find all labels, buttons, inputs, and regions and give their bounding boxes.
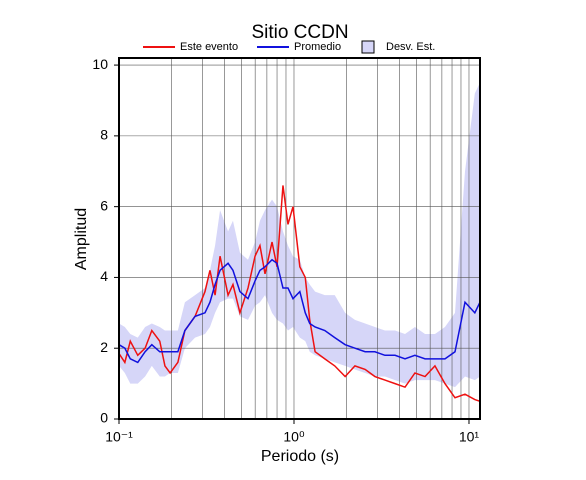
legend-swatch xyxy=(361,40,375,54)
y-axis-label: Amplitud xyxy=(73,208,90,270)
series-line xyxy=(118,258,481,364)
y-tick-label: 6 xyxy=(100,197,108,213)
x-tick-label: 10⁻¹ xyxy=(105,429,133,445)
y-tick-label: 10 xyxy=(92,56,108,72)
y-tick-label: 4 xyxy=(100,268,108,284)
legend-label: Desv. Est. xyxy=(386,41,435,53)
y-tick-label: 8 xyxy=(100,127,108,143)
legend-label: Este evento xyxy=(180,41,238,53)
legend-label: Promedio xyxy=(294,41,341,53)
x-tick-label: 10¹ xyxy=(459,429,480,445)
series-line xyxy=(118,185,481,403)
y-tick-label: 0 xyxy=(100,410,108,426)
std-band xyxy=(119,82,480,388)
plot-frame xyxy=(118,57,481,420)
y-tick-label: 2 xyxy=(100,339,108,355)
chart-title: Sitio CCDN xyxy=(251,22,348,43)
x-tick-label: 10⁰ xyxy=(283,429,305,445)
x-axis-label: Periodo (s) xyxy=(261,448,339,465)
